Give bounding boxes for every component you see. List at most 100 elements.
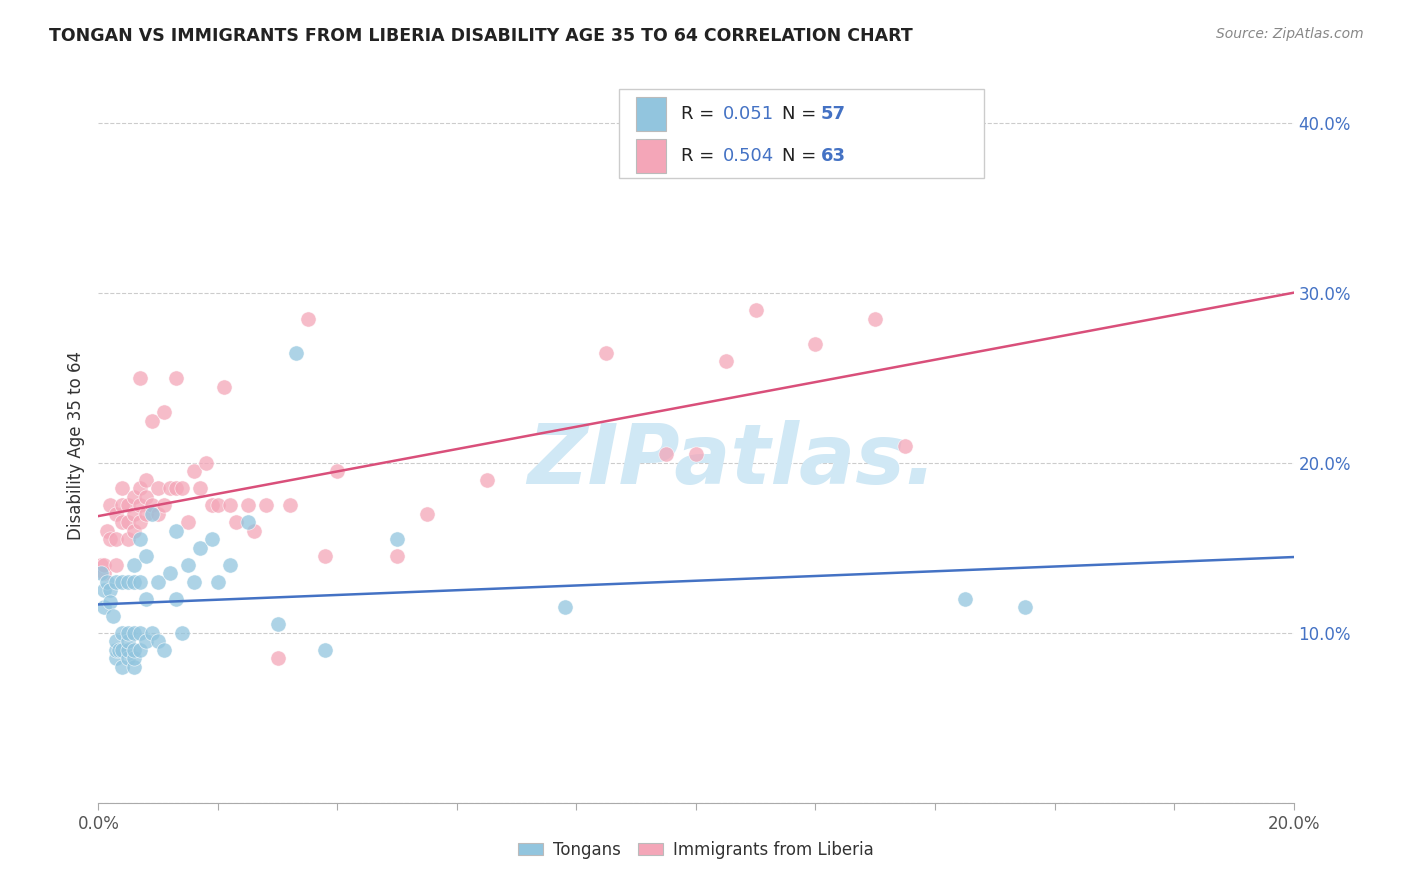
Point <box>124 507 146 521</box>
Point <box>201 499 224 513</box>
Point <box>188 482 211 496</box>
Point <box>105 507 128 521</box>
Point <box>745 303 768 318</box>
Point <box>804 337 827 351</box>
Point <box>953 591 976 606</box>
Point <box>236 516 259 530</box>
Point <box>243 524 266 538</box>
Point <box>141 507 163 521</box>
Point <box>124 524 146 538</box>
Point <box>207 499 229 513</box>
Point <box>98 583 122 598</box>
Point <box>105 651 128 665</box>
Point <box>117 634 139 648</box>
Point <box>894 439 917 453</box>
Point <box>153 499 176 513</box>
Point <box>177 516 200 530</box>
Legend: Tongans, Immigrants from Liberia: Tongans, Immigrants from Liberia <box>512 835 880 866</box>
Point <box>129 371 152 385</box>
Point <box>117 499 139 513</box>
Point <box>278 499 301 513</box>
Point <box>1014 600 1036 615</box>
Point <box>148 482 170 496</box>
Point <box>111 499 134 513</box>
Point <box>236 499 259 513</box>
Point <box>124 490 146 504</box>
Point <box>315 643 337 657</box>
Point <box>93 566 115 581</box>
Point <box>117 516 139 530</box>
Point <box>129 643 152 657</box>
Point <box>98 595 122 609</box>
Point <box>219 499 242 513</box>
Point <box>111 626 134 640</box>
Point <box>165 482 187 496</box>
Point <box>326 465 349 479</box>
Point <box>219 558 242 572</box>
Point <box>93 583 115 598</box>
Text: 0.051: 0.051 <box>723 105 773 123</box>
Point <box>183 574 205 589</box>
Point <box>129 626 152 640</box>
Point <box>135 490 157 504</box>
Point <box>90 566 112 581</box>
Point <box>108 643 131 657</box>
Point <box>124 660 146 674</box>
Point <box>93 558 115 572</box>
Point <box>93 600 115 615</box>
Point <box>148 634 170 648</box>
Point <box>111 516 134 530</box>
Point <box>165 524 187 538</box>
Text: 0.504: 0.504 <box>723 147 773 165</box>
Point <box>98 533 122 547</box>
Point <box>111 482 134 496</box>
Point <box>105 558 128 572</box>
Point <box>111 660 134 674</box>
Text: ZIPatlas.: ZIPatlas. <box>527 420 936 500</box>
Point <box>475 473 498 487</box>
Point <box>212 379 235 393</box>
Point <box>135 507 157 521</box>
Point <box>124 643 146 657</box>
Point <box>129 482 152 496</box>
Y-axis label: Disability Age 35 to 64: Disability Age 35 to 64 <box>66 351 84 541</box>
Point <box>117 651 139 665</box>
Point <box>98 499 122 513</box>
Point <box>141 499 163 513</box>
Point <box>135 591 157 606</box>
Point <box>172 626 194 640</box>
Point <box>105 634 128 648</box>
Text: Source: ZipAtlas.com: Source: ZipAtlas.com <box>1216 27 1364 41</box>
Point <box>129 574 152 589</box>
Point <box>129 533 152 547</box>
Point <box>254 499 277 513</box>
Point <box>124 558 146 572</box>
Point <box>124 626 146 640</box>
Point <box>267 617 290 632</box>
Point <box>117 533 139 547</box>
Point <box>135 549 157 564</box>
Point <box>153 643 176 657</box>
Point <box>172 482 194 496</box>
Point <box>105 533 128 547</box>
Point <box>90 558 112 572</box>
Point <box>105 643 128 657</box>
Text: R =: R = <box>681 105 720 123</box>
Point <box>385 549 409 564</box>
Text: 63: 63 <box>821 147 846 165</box>
Point <box>159 482 181 496</box>
Point <box>153 405 176 419</box>
Point <box>135 473 157 487</box>
Point <box>201 533 224 547</box>
Point <box>284 345 307 359</box>
Point <box>111 574 134 589</box>
Point <box>655 448 678 462</box>
Point <box>416 507 439 521</box>
Point <box>96 524 118 538</box>
Point <box>105 574 128 589</box>
Point <box>117 574 139 589</box>
Text: N =: N = <box>782 105 821 123</box>
Point <box>177 558 200 572</box>
Point <box>685 448 707 462</box>
Point <box>117 626 139 640</box>
